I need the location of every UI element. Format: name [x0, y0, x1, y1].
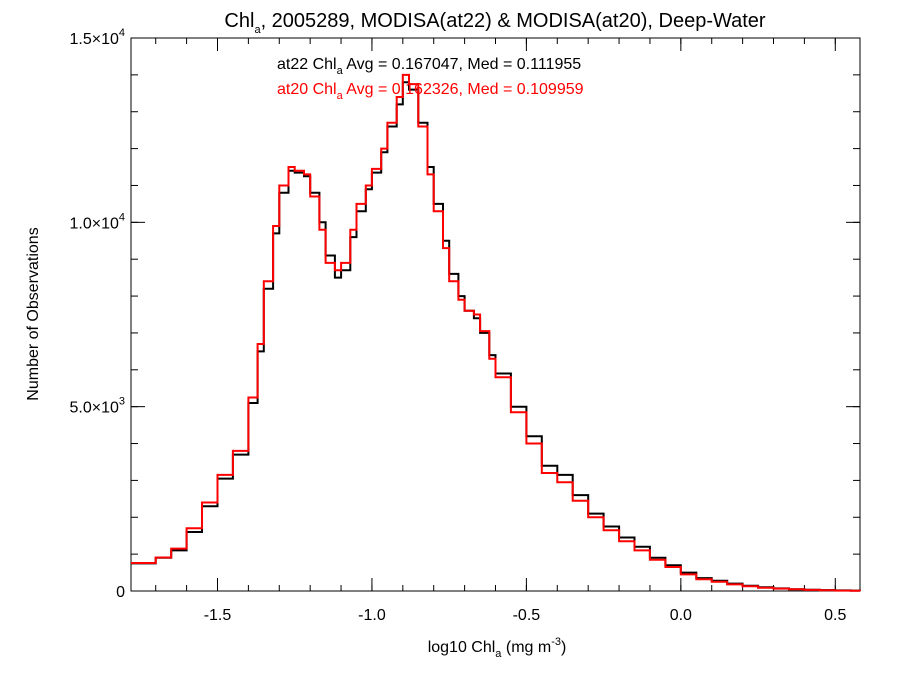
x-tick-label: -0.5: [513, 607, 541, 624]
legend-entry-at20: at20 Chla Avg = 0.162326, Med = 0.109959: [277, 81, 584, 102]
x-axis-label: log10 Chla (mg m-3): [428, 636, 567, 660]
y-tick-label: 1.5×104: [69, 27, 125, 48]
x-axis-label-superscript: -3: [551, 636, 561, 648]
x-axis-label-subscript: a: [495, 648, 502, 660]
chart-title-main: Chl: [224, 10, 254, 32]
series-layer: [131, 73, 861, 592]
y-tick-label: 1.0×104: [69, 211, 125, 232]
x-tick-label: -1.5: [204, 607, 232, 624]
plot-frame: [130, 37, 861, 592]
x-axis-label-main: log10 Chl: [428, 639, 496, 656]
y-axis-label: Number of Observations: [25, 227, 42, 400]
y-tick-labels: 0 5.0×103 1.0×104 1.5×104: [69, 27, 125, 601]
x-axis-label-close: ): [561, 639, 566, 656]
x-tick-label: 0.0: [670, 607, 692, 624]
chart-title-rest: , 2005289, MODISA(at22) & MODISA(at20), …: [261, 10, 766, 32]
y-tick-label: 0: [116, 584, 125, 601]
legend: at22 Chla Avg = 0.167047, Med = 0.111955…: [277, 56, 584, 102]
axis-ticks: [131, 37, 860, 592]
series-line-at22: [131, 81, 861, 592]
chart-title-subscript: a: [254, 24, 261, 36]
legend-entry-at22: at22 Chla Avg = 0.167047, Med = 0.111955: [277, 56, 581, 77]
x-tick-labels: -1.5 -1.0 -0.5 0.0 0.5: [204, 607, 847, 624]
x-tick-label: 0.5: [824, 607, 846, 624]
chart-title: Chla, 2005289, MODISA(at22) & MODISA(at2…: [224, 10, 765, 36]
x-axis-label-units: (mg m: [501, 639, 551, 656]
series-line-at20: [131, 73, 861, 592]
y-tick-label: 5.0×103: [69, 396, 125, 417]
x-tick-label: -1.0: [358, 607, 386, 624]
